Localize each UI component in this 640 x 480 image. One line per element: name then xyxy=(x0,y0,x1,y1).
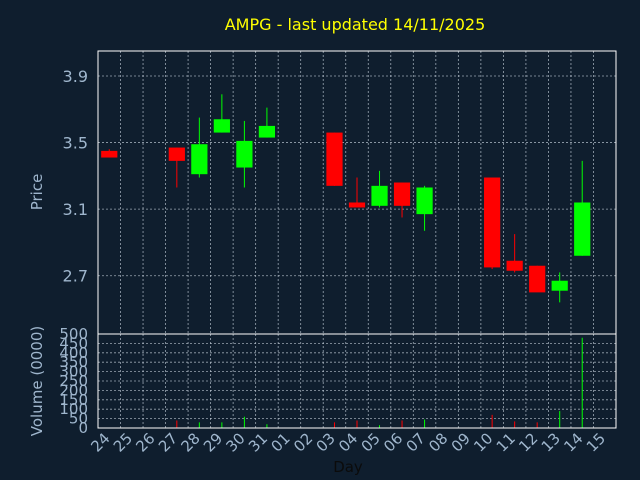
price-tick-label: 3.5 xyxy=(63,134,88,153)
candle-body xyxy=(236,140,253,168)
volume-tick-label: 300 xyxy=(59,363,88,381)
volume-tick-label: 450 xyxy=(59,334,88,352)
volume-tick-label: 0 xyxy=(78,419,88,437)
price-tick-label: 3.9 xyxy=(63,67,88,86)
candle-body xyxy=(371,185,388,206)
chart-title: AMPG - last updated 14/11/2025 xyxy=(225,15,486,34)
volume-tick-label: 50 xyxy=(69,410,88,428)
candle-body xyxy=(213,119,230,133)
x-axis-label: Day xyxy=(333,458,363,476)
candle-body xyxy=(326,132,343,186)
candle-body xyxy=(529,265,546,293)
candle-body xyxy=(551,280,568,291)
volume-tick-label: 150 xyxy=(59,391,88,409)
candle-body xyxy=(484,177,501,268)
price-axis-label: Price xyxy=(28,174,46,211)
candle-body xyxy=(258,125,276,138)
volume-tick-label: 200 xyxy=(59,381,88,399)
x-axis: 2425262728293031010203040506070809101112… xyxy=(87,429,609,455)
candle-body xyxy=(348,202,366,208)
volume-tick-label: 500 xyxy=(59,325,88,343)
candle-body xyxy=(574,202,591,256)
volume-tick-label: 350 xyxy=(59,353,88,371)
candle-body xyxy=(168,147,185,161)
candle-body xyxy=(416,187,433,215)
price-panel: 2.7 3.1 3.5 3.9 xyxy=(63,50,617,335)
price-tick-label: 3.1 xyxy=(63,200,88,219)
candle-body xyxy=(506,260,523,271)
volume-tick-label: 100 xyxy=(59,400,88,418)
volume-tick-label: 400 xyxy=(59,344,88,362)
volume-tick-label: 250 xyxy=(59,372,88,390)
volume-frame xyxy=(97,333,617,429)
price-tick-label: 2.7 xyxy=(63,267,88,286)
candle-body xyxy=(393,182,411,206)
x-tick-label: 15 xyxy=(583,429,609,455)
candle-body xyxy=(101,150,118,158)
candle-body xyxy=(191,144,208,175)
volume-axis-label: Volume (0000) xyxy=(28,326,46,436)
